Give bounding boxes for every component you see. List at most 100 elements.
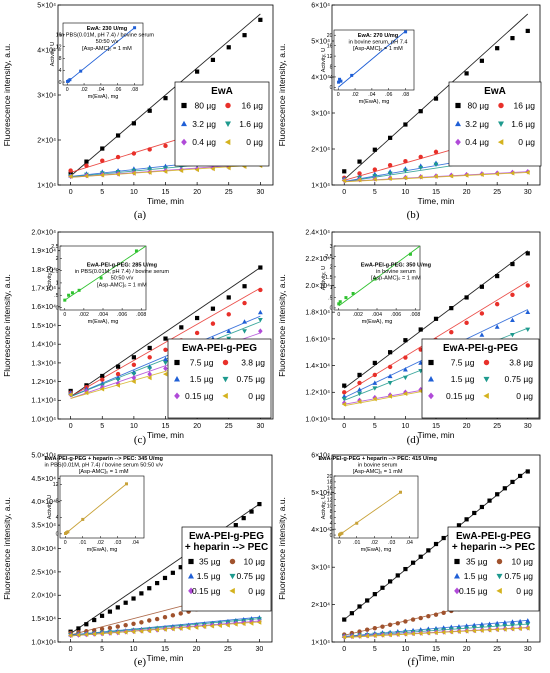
legend-marker-3 bbox=[174, 376, 180, 382]
data-point-s6-4 bbox=[364, 633, 370, 639]
y-tick-label: 5×10⁴ bbox=[37, 2, 56, 9]
inset-y-tick-label: 14 bbox=[327, 492, 333, 498]
data-point-s2-4 bbox=[115, 154, 121, 160]
data-point-s4-4 bbox=[115, 377, 121, 383]
data-point-s2-4 bbox=[387, 162, 393, 168]
inset-y-axis-label: Activity, U bbox=[47, 266, 53, 290]
legend-label-3: 1.5 µg bbox=[197, 571, 221, 581]
data-point-s3-12 bbox=[510, 317, 515, 323]
y-tick-label: 1.0×10⁴ bbox=[31, 639, 56, 646]
data-point-s1-4 bbox=[388, 135, 393, 140]
data-point-s2-3 bbox=[357, 629, 362, 634]
data-point-s1-3 bbox=[357, 604, 362, 609]
panel-label: (b) bbox=[407, 209, 420, 221]
legend-label-2: 16 µg bbox=[514, 101, 536, 111]
legend-label-5: 0.15 µg bbox=[459, 586, 488, 596]
data-point-s6-8 bbox=[123, 629, 128, 635]
legend-label-1: 80 µg bbox=[195, 101, 217, 111]
data-point-s4-5 bbox=[402, 168, 408, 174]
data-point-s6-5 bbox=[99, 631, 104, 636]
x-tick-label: 10 bbox=[402, 646, 410, 653]
inset-point-3 bbox=[340, 531, 344, 535]
data-point-s6-7 bbox=[162, 169, 168, 174]
data-point-s6-13 bbox=[162, 626, 167, 632]
inset-x-tick-label: .002 bbox=[353, 312, 363, 318]
inset-x-tick-label: .03 bbox=[388, 540, 395, 546]
data-point-s6-21 bbox=[494, 627, 500, 633]
y-tick-label: 1.4×10⁴ bbox=[31, 342, 56, 349]
inset-y-tick-label: 3 bbox=[330, 244, 333, 250]
data-point-s1-3 bbox=[372, 147, 377, 152]
x-tick-label: 15 bbox=[162, 423, 170, 430]
data-point-s4-3 bbox=[372, 386, 378, 391]
data-point-s1-5 bbox=[99, 613, 105, 618]
inset-x-tick-label: 0 bbox=[338, 540, 341, 546]
data-point-s2-2 bbox=[357, 171, 362, 176]
y-tick-label: 1.0×10⁴ bbox=[31, 416, 56, 423]
inset-y-tick-label: 16 bbox=[56, 33, 62, 39]
data-point-s5-13 bbox=[258, 328, 263, 334]
y-tick-label: 2.4×10⁴ bbox=[305, 229, 330, 236]
inset-y-tick-label: 8 bbox=[330, 509, 333, 515]
data-point-s3-11 bbox=[494, 324, 500, 329]
data-point-s6-9 bbox=[402, 631, 408, 637]
data-point-s1-5 bbox=[131, 121, 136, 126]
legend-marker-6 bbox=[483, 392, 489, 399]
inset-point-4 bbox=[351, 291, 355, 295]
data-point-s1-13 bbox=[258, 17, 263, 22]
inset-y-tick-label: .5 bbox=[54, 293, 58, 299]
x-tick-label: 15 bbox=[432, 189, 440, 196]
inset-point-4 bbox=[79, 69, 83, 73]
x-tick-label: 30 bbox=[256, 189, 264, 196]
x-tick-label: 10 bbox=[402, 189, 410, 196]
legend-marker-2 bbox=[225, 102, 231, 109]
inset-x-tick-label: .008 bbox=[136, 312, 146, 318]
data-point-s5-6 bbox=[147, 371, 153, 377]
inset-x-tick-label: 0 bbox=[337, 92, 340, 98]
x-tick-label: 5 bbox=[373, 646, 377, 653]
data-point-s3-5 bbox=[402, 367, 408, 372]
data-point-s4-4 bbox=[387, 381, 393, 386]
chart-panel-6: 0 5 10 15 20 25 301×10⁴2×10⁴3×10⁴4×10⁴5×10⁴6×1… bbox=[277, 452, 541, 668]
inset-annotation-4: [Asp-AMC]₀ = 1 mM bbox=[82, 46, 132, 52]
inset-annotation-2: in bovine serum bbox=[376, 269, 416, 275]
x-tick-label: 20 bbox=[193, 423, 201, 430]
inset-y-tick-label: 8 bbox=[330, 64, 333, 70]
y-tick-label: 4.0×10⁴ bbox=[31, 499, 56, 506]
legend-marker-1 bbox=[454, 558, 460, 565]
inset-annotation-2: in bovine serum bbox=[358, 463, 398, 469]
data-point-s1-12 bbox=[426, 548, 431, 553]
inset-annotation-3: [Asp-AMC]₀ = 1 mM bbox=[79, 469, 129, 475]
legend-marker-1 bbox=[181, 102, 187, 109]
legend-marker-1 bbox=[428, 359, 434, 366]
data-point-s6-10 bbox=[138, 628, 144, 634]
inset-point-1 bbox=[337, 80, 341, 84]
data-point-s5-5 bbox=[131, 375, 137, 381]
y-tick-label: 2×10⁴ bbox=[37, 137, 56, 144]
data-point-s1-3 bbox=[100, 146, 105, 151]
data-point-s4-5 bbox=[402, 375, 408, 381]
data-point-s6-5 bbox=[372, 633, 377, 639]
data-point-s6-1 bbox=[68, 174, 73, 179]
y-tick-label: 1.8×10⁴ bbox=[305, 310, 330, 317]
data-point-s1-12 bbox=[155, 580, 160, 586]
legend-label-3: 1.5 µg bbox=[451, 374, 475, 384]
data-point-s2-7 bbox=[163, 347, 168, 353]
data-point-s6-3 bbox=[357, 633, 362, 639]
x-tick-label: 5 bbox=[373, 189, 377, 196]
data-point-s1-18 bbox=[472, 510, 477, 516]
inset-annotation-2: in PBS(0.01M, pH 7.4) / bovine serum 50:… bbox=[44, 463, 163, 469]
legend-marker-3 bbox=[454, 573, 460, 579]
inset-x-tick-label: .06 bbox=[385, 92, 392, 98]
chart-panel-3: 0 5 10 15 20 25 301.0×10⁴1.1×10⁴1.2×10⁴1.3×10⁴… bbox=[2, 229, 274, 446]
data-point-s1-9 bbox=[464, 295, 469, 300]
data-point-s6-2 bbox=[349, 634, 354, 640]
data-point-s1-3 bbox=[372, 360, 377, 365]
x-tick-label: 20 bbox=[193, 189, 201, 196]
data-point-s2-7 bbox=[163, 143, 168, 149]
y-tick-label: 1.1×10⁴ bbox=[31, 398, 56, 405]
data-point-s3-22 bbox=[502, 620, 508, 625]
x-tick-label: 20 bbox=[193, 646, 201, 653]
inset-x-tick-label: .02 bbox=[351, 92, 358, 98]
y-tick-label: 1.8×10⁴ bbox=[31, 267, 56, 274]
